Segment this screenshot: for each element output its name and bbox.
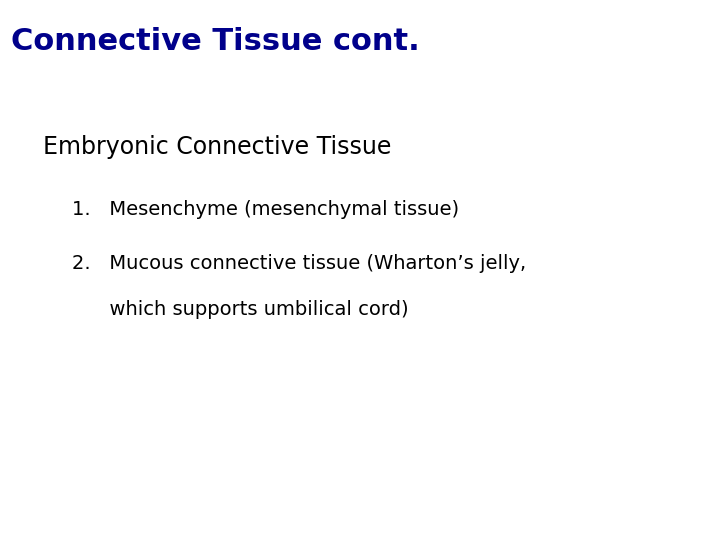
Text: 1.   Mesenchyme (mesenchymal tissue): 1. Mesenchyme (mesenchymal tissue) xyxy=(72,200,459,219)
Text: Connective Tissue cont.: Connective Tissue cont. xyxy=(11,27,420,56)
Text: which supports umbilical cord): which supports umbilical cord) xyxy=(72,300,409,319)
Text: Embryonic Connective Tissue: Embryonic Connective Tissue xyxy=(43,135,392,159)
Text: 2.   Mucous connective tissue (Wharton’s jelly,: 2. Mucous connective tissue (Wharton’s j… xyxy=(72,254,526,273)
